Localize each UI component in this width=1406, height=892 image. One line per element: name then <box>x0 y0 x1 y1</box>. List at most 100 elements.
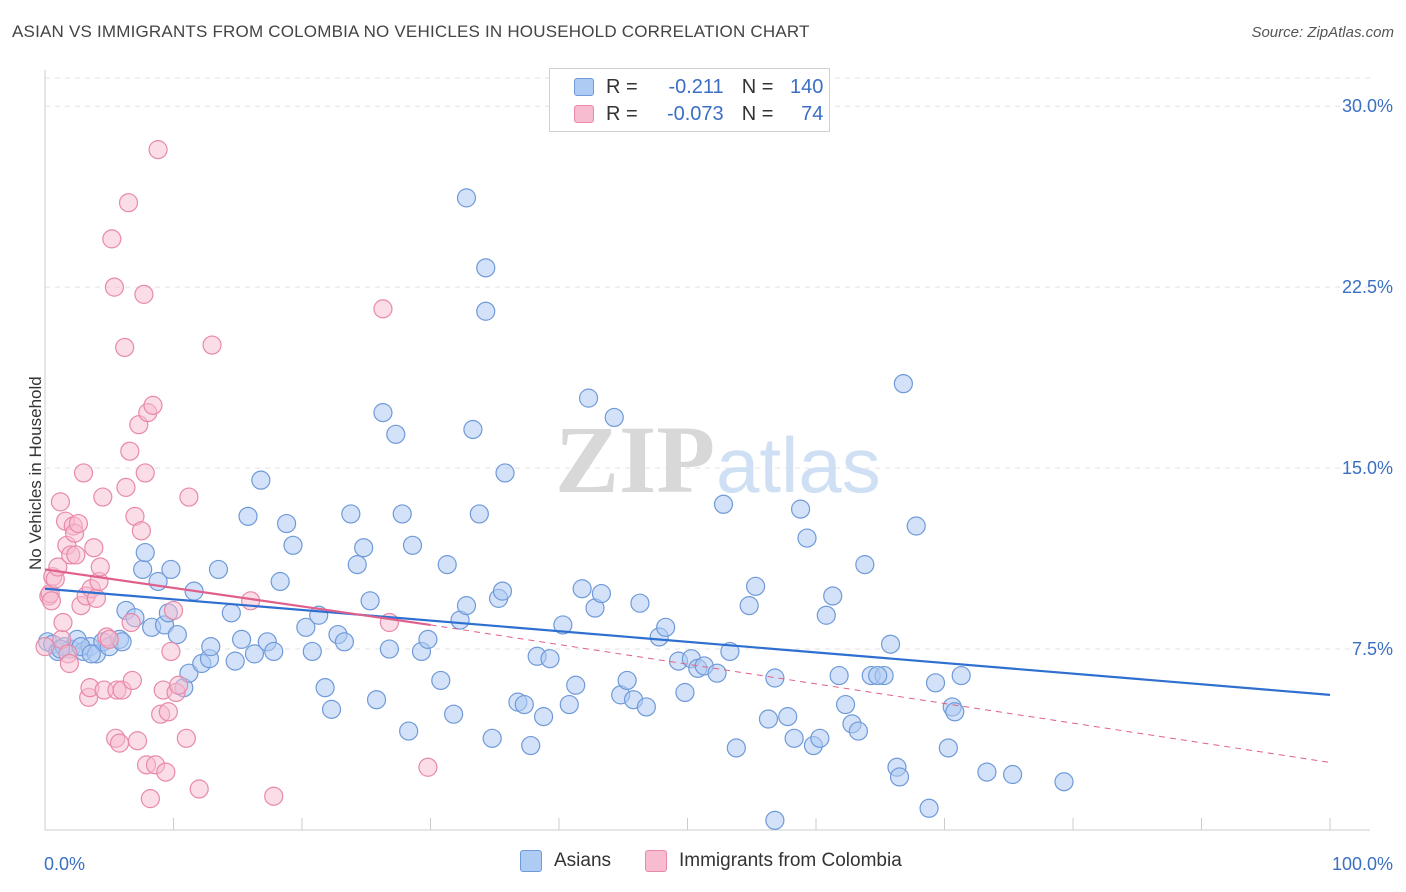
data-point-asians <box>778 707 798 727</box>
data-point-asians <box>540 649 560 669</box>
data-point-asians <box>578 388 599 408</box>
data-point-asians <box>431 670 451 691</box>
data-point-colombia <box>122 670 142 691</box>
trend-line-colombia-extended <box>430 624 1331 763</box>
legend-swatch-asians <box>574 78 594 96</box>
data-point-asians <box>315 678 335 698</box>
data-point-colombia <box>118 193 139 213</box>
data-point-colombia <box>90 557 110 577</box>
data-point-asians <box>341 504 361 524</box>
bottom-legend-colombia: Immigrants from Colombia <box>645 850 902 872</box>
data-point-asians <box>366 690 387 710</box>
data-point-asians <box>463 419 483 440</box>
bottom-legend-asians: Asians <box>520 850 611 872</box>
data-point-asians <box>347 555 367 575</box>
bottom-legend-asians-label: Asians <box>554 850 612 871</box>
data-point-colombia <box>143 395 163 415</box>
data-point-asians <box>167 624 187 645</box>
bottom-legend: Asians Immigrants from Colombia <box>0 850 1406 880</box>
data-point-colombia <box>189 779 209 799</box>
data-point-asians <box>135 542 155 563</box>
trend-line-colombia <box>44 568 431 627</box>
data-point-asians <box>604 407 624 428</box>
data-point-asians <box>720 641 740 662</box>
data-point-colombia <box>163 600 184 621</box>
data-point-colombia <box>158 702 178 722</box>
data-point-asians <box>296 617 316 637</box>
data-point-asians <box>444 704 464 724</box>
data-point-asians <box>707 663 727 683</box>
data-point-colombia <box>66 545 86 565</box>
legend-r-value: -0.073 <box>666 102 724 125</box>
data-point-asians <box>938 738 958 758</box>
data-point-asians <box>630 593 650 613</box>
data-point-colombia <box>53 612 73 633</box>
data-point-colombia <box>121 612 141 633</box>
trend-line-asians <box>44 587 1331 696</box>
data-point-colombia <box>169 675 189 695</box>
data-point-asians <box>572 579 592 599</box>
data-point-asians <box>469 504 489 524</box>
data-point-colombia <box>264 786 284 806</box>
x-tick-label: 0.0% <box>44 854 85 874</box>
data-point-asians <box>746 576 766 596</box>
data-point-asians <box>880 634 901 654</box>
y-tick-label: 7.5% <box>1352 639 1393 659</box>
data-point-asians <box>334 632 355 652</box>
data-point-asians <box>373 403 393 423</box>
data-point-asians <box>835 694 856 715</box>
data-point-asians <box>855 555 875 575</box>
x-tick-label: 100.0% <box>1332 854 1393 874</box>
data-point-asians <box>418 629 438 649</box>
data-point-asians <box>636 697 656 717</box>
data-point-asians <box>276 513 297 534</box>
data-point-asians <box>456 188 477 208</box>
data-point-colombia <box>120 441 140 461</box>
data-point-asians <box>495 463 515 483</box>
chart-title: ASIAN VS IMMIGRANTS FROM COLOMBIA NO VEH… <box>12 22 810 41</box>
y-tick-label: 30.0% <box>1342 96 1393 116</box>
legend-n-label: N = <box>741 102 774 125</box>
data-point-colombia <box>99 629 119 649</box>
data-point-asians <box>232 629 252 649</box>
data-point-colombia <box>131 521 151 541</box>
data-point-asians <box>161 559 181 580</box>
data-point-colombia <box>73 463 94 483</box>
data-point-asians <box>533 707 554 727</box>
legend-swatch-colombia <box>574 105 594 123</box>
legend-n-label: N = <box>741 75 774 98</box>
data-point-colombia <box>418 757 438 777</box>
data-point-asians <box>264 641 284 662</box>
data-point-colombia <box>93 487 113 507</box>
data-point-asians <box>675 682 695 703</box>
bottom-swatch-colombia <box>645 850 667 872</box>
data-point-asians <box>225 651 245 671</box>
data-point-asians <box>1003 764 1023 785</box>
data-point-colombia <box>50 492 71 512</box>
data-point-asians <box>402 535 423 555</box>
data-point-asians <box>893 374 913 394</box>
legend: R = -0.211 N = 140 R = -0.073 N = 74 <box>549 68 830 132</box>
watermark: ZIP atlas <box>555 406 881 513</box>
y-tick-labels: 7.5% 15.0% 22.5% 30.0% <box>1342 96 1393 659</box>
data-point-asians <box>1054 772 1074 792</box>
data-point-asians <box>456 596 477 616</box>
data-point-asians <box>386 424 406 444</box>
data-point-asians <box>945 702 965 722</box>
data-point-colombia <box>104 277 124 297</box>
data-point-asians <box>617 670 637 691</box>
data-point-colombia <box>102 229 122 249</box>
data-point-colombia <box>127 731 148 751</box>
data-point-asians <box>713 494 734 514</box>
data-point-asians <box>591 583 612 604</box>
data-point-asians <box>784 728 804 748</box>
data-point-asians <box>889 767 910 787</box>
data-point-asians <box>238 506 258 526</box>
data-point-colombia <box>176 728 196 748</box>
data-point-asians <box>765 668 785 688</box>
x-tick-labels: 0.0% 100.0% <box>44 854 1393 874</box>
data-point-colombia <box>41 591 62 611</box>
data-point-asians <box>476 258 496 278</box>
source-label: Source: ZipAtlas.com <box>1251 24 1394 41</box>
